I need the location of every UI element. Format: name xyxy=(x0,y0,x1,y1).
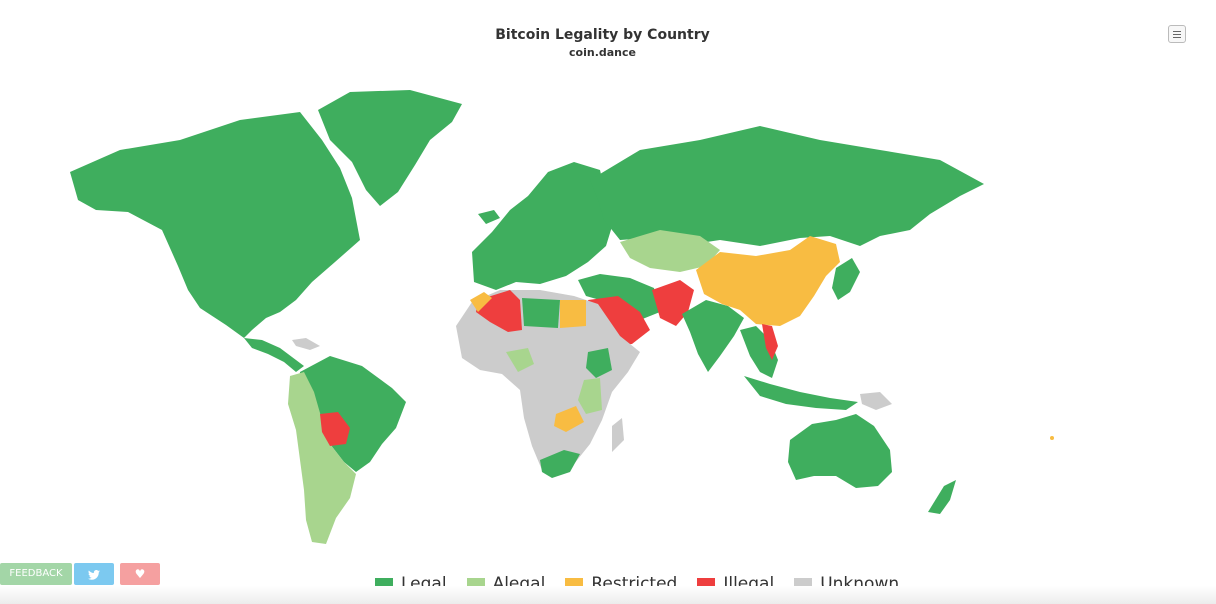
region-china[interactable] xyxy=(696,236,840,326)
region-south-america[interactable] xyxy=(296,356,406,472)
region-south-america-alegal[interactable] xyxy=(288,372,356,544)
region-south-africa[interactable] xyxy=(540,450,580,478)
map-title: Bitcoin Legality by Country xyxy=(495,27,710,43)
chart-menu-button[interactable] xyxy=(1168,25,1186,43)
region-central-america[interactable] xyxy=(244,338,304,372)
twitter-button[interactable] xyxy=(74,563,114,585)
map-subtitle: coin.dance xyxy=(569,46,636,59)
heart-icon: ♥ xyxy=(134,567,146,581)
region-libya[interactable] xyxy=(522,298,560,328)
region-morocco[interactable] xyxy=(470,292,492,312)
region-north-america[interactable] xyxy=(70,112,360,338)
region-pacific-restricted[interactable] xyxy=(1050,436,1054,440)
hamburger-icon xyxy=(1173,31,1181,32)
twitter-icon xyxy=(88,569,100,580)
heart-button[interactable]: ♥ xyxy=(120,563,160,585)
region-egypt[interactable] xyxy=(560,300,586,328)
region-iceland[interactable] xyxy=(478,210,500,224)
region-new-guinea[interactable] xyxy=(860,392,892,410)
region-zambia[interactable] xyxy=(554,406,584,432)
region-kenya-tanzania[interactable] xyxy=(578,378,602,414)
region-caribbean[interactable] xyxy=(292,338,320,350)
region-europe[interactable] xyxy=(472,162,614,290)
region-ethiopia[interactable] xyxy=(586,348,612,378)
region-africa[interactable] xyxy=(456,290,640,476)
region-russia[interactable] xyxy=(590,126,984,246)
region-india[interactable] xyxy=(682,300,744,372)
region-nigeria[interactable] xyxy=(506,348,534,372)
bottom-fade xyxy=(0,586,1216,604)
region-australia[interactable] xyxy=(788,414,892,488)
region-greenland[interactable] xyxy=(318,90,462,206)
region-vietnam[interactable] xyxy=(762,324,778,360)
region-indonesia[interactable] xyxy=(744,376,858,410)
region-kazakhstan[interactable] xyxy=(620,230,720,272)
region-bolivia[interactable] xyxy=(320,412,350,446)
feedback-button[interactable]: FEEDBACK xyxy=(0,563,72,585)
region-new-zealand[interactable] xyxy=(928,480,956,514)
region-madagascar[interactable] xyxy=(612,418,624,452)
region-japan[interactable] xyxy=(832,258,860,300)
